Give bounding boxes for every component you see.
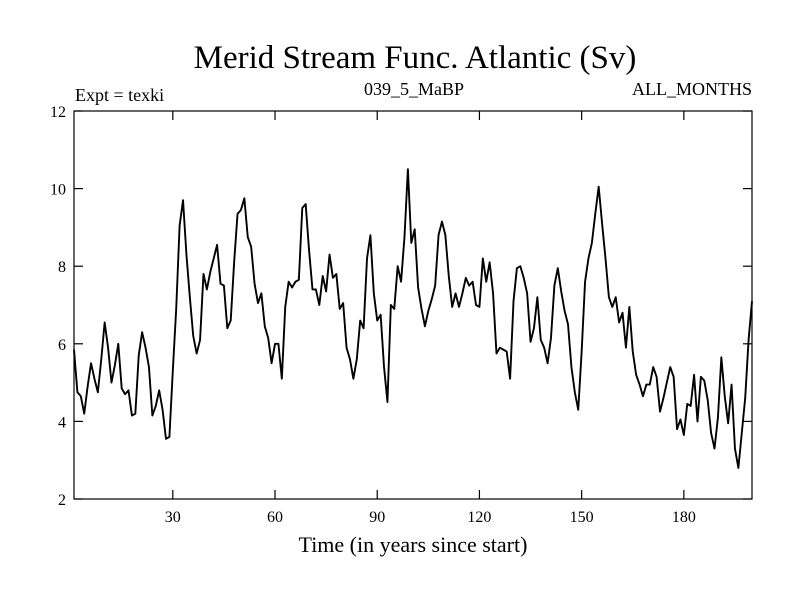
series-line [73, 168, 753, 469]
x-tick-label: 30 [165, 509, 181, 526]
series-layer [73, 168, 753, 469]
x-tick-label: 150 [570, 509, 594, 526]
y-axis-ticks: 2 4 6 8 10 12 [50, 104, 752, 509]
x-tick-label: 60 [267, 509, 283, 526]
chart-subtitle-right: ALL_MONTHS [632, 79, 752, 99]
y-tick-label: 10 [50, 182, 66, 199]
chart-subtitle-center: 039_5_MaBP [364, 79, 464, 99]
y-tick-label: 6 [58, 337, 66, 354]
x-tick-label: 180 [672, 509, 696, 526]
x-axis-label: Time (in years since start) [299, 532, 528, 557]
y-tick-label: 12 [50, 104, 66, 121]
chart-title: Merid Stream Func. Atlantic (Sv) [194, 40, 637, 76]
y-tick-label: 8 [58, 259, 66, 276]
x-tick-label: 90 [369, 509, 385, 526]
y-tick-label: 2 [58, 492, 66, 509]
y-tick-label: 4 [58, 414, 66, 431]
chart-subtitle-left: Expt = texki [75, 85, 164, 105]
x-tick-label: 120 [467, 509, 491, 526]
x-axis-ticks: 30 60 90 120 150 180 [165, 111, 696, 526]
